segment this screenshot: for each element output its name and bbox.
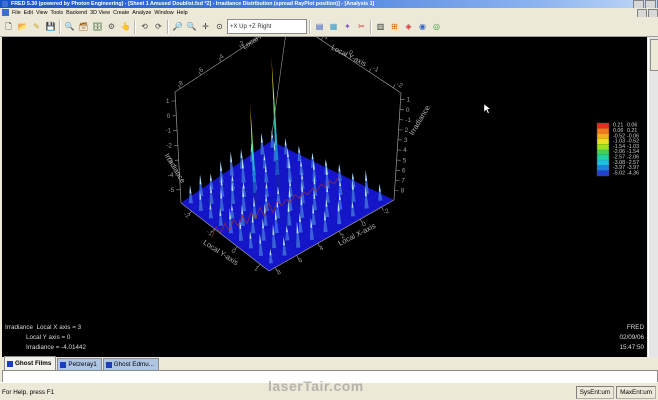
svg-text:-5: -5 (169, 187, 175, 194)
svg-text:-1: -1 (371, 65, 380, 74)
svg-text:-1: -1 (165, 128, 171, 135)
svg-text:1: 1 (166, 98, 170, 105)
svg-text:0: 0 (406, 107, 410, 114)
svg-text:4: 4 (403, 147, 407, 154)
svg-text:-1: -1 (405, 117, 411, 124)
svg-text:-2: -2 (395, 81, 404, 90)
svg-text:5: 5 (403, 157, 407, 164)
svg-text:6: 6 (402, 167, 406, 174)
svg-text:0: 0 (167, 113, 171, 120)
svg-text:4: 4 (318, 245, 325, 253)
svg-text:7: 7 (401, 178, 405, 185)
svg-text:Local Y-axis: Local Y-axis (330, 43, 369, 69)
svg-text:6: 6 (297, 257, 304, 265)
svg-text:Irradiance: Irradiance (163, 151, 188, 184)
svg-text:-2: -2 (166, 143, 172, 150)
svg-text:-2: -2 (182, 211, 191, 220)
svg-text:8: 8 (276, 269, 283, 277)
svg-text:-2: -2 (382, 207, 391, 216)
svg-text:-5.02: -5.02 (613, 170, 625, 176)
svg-text:1: 1 (407, 97, 411, 104)
svg-text:1: 1 (253, 265, 260, 273)
svg-text:-1: -1 (205, 229, 214, 238)
svg-text:1: 1 (323, 37, 330, 41)
svg-text:3: 3 (404, 137, 408, 144)
svg-text:Local X-axis: Local X-axis (240, 37, 278, 51)
svg-text:-4.36: -4.36 (627, 170, 639, 176)
svg-text:8: 8 (401, 188, 405, 195)
